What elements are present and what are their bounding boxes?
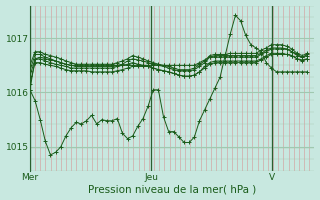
X-axis label: Pression niveau de la mer( hPa ): Pression niveau de la mer( hPa ) xyxy=(88,184,256,194)
